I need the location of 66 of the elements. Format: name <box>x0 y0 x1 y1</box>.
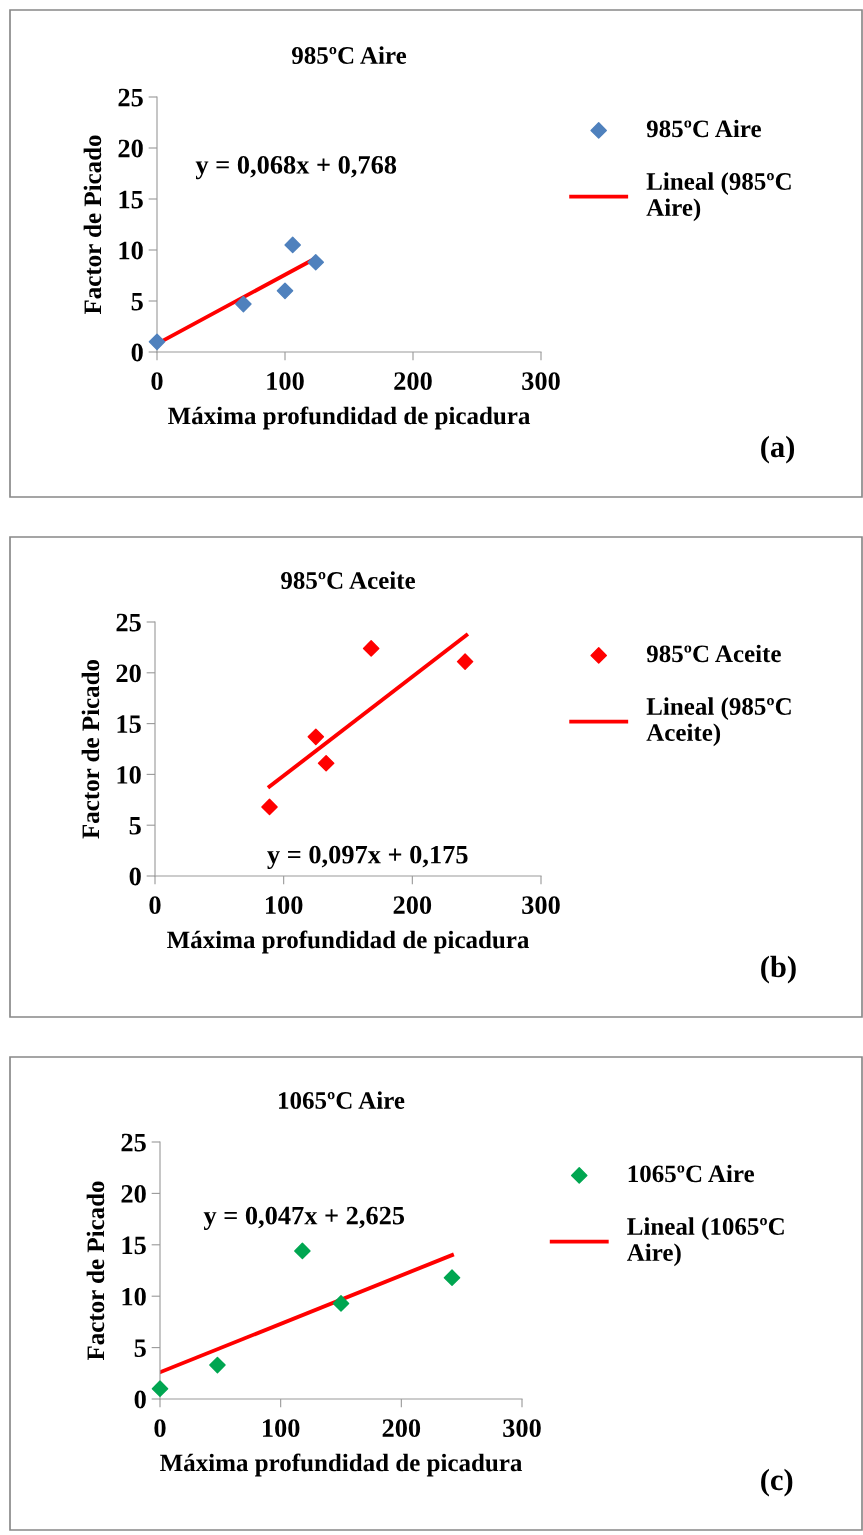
point <box>261 798 278 816</box>
y-tick-label: 20 <box>118 139 143 158</box>
x-tick-label: 200 <box>393 896 432 915</box>
point <box>284 236 301 254</box>
x-tick-label: 200 <box>382 1419 421 1438</box>
annotation: y = 0,047x + 2,625 <box>203 1206 405 1230</box>
point <box>235 295 252 313</box>
y-tick-label: 15 <box>122 1236 146 1255</box>
y-tick-label: 10 <box>119 241 143 260</box>
y-axis-title: Factor de Picado <box>86 1181 105 1361</box>
x-axis-title: Máxima profundidad de picadura <box>160 1453 523 1477</box>
x-tick-label: 100 <box>267 372 304 391</box>
y-tick-label: 5 <box>131 292 143 311</box>
annotation: y = 0,097x + 0,175 <box>267 845 468 869</box>
x-tick-label: 0 <box>149 896 161 915</box>
point <box>209 1356 226 1374</box>
point <box>317 754 335 772</box>
point <box>443 1269 461 1286</box>
x-tick-label: 200 <box>394 372 432 391</box>
legend-label: Lineal (985ºC Aceite) <box>646 697 791 747</box>
y-tick-label: 0 <box>134 1390 146 1409</box>
text: (b) <box>761 955 796 984</box>
y-axis-title: Factor de Picado <box>81 659 100 839</box>
annotation: y = 0,068x + 0,768 <box>195 155 397 180</box>
point <box>332 1295 350 1312</box>
legend-label: 985ºC Aceite <box>646 644 781 663</box>
x-tick-label: 300 <box>503 1419 541 1438</box>
chart-title: 985ºC Aceite <box>281 571 415 589</box>
point <box>307 728 325 746</box>
y-tick-label: 5 <box>134 1339 146 1358</box>
chart-title: 985ºC Aire <box>291 46 407 64</box>
legend-label: Lineal (985ºC Aire) <box>646 172 791 222</box>
y-tick-label: 20 <box>116 664 141 683</box>
y-tick-label: 5 <box>129 817 141 835</box>
x-tick-label: 300 <box>522 896 560 915</box>
legend-label: Lineal (1065ºC Aire) <box>626 1217 784 1267</box>
point <box>148 333 166 351</box>
x-tick-label: 100 <box>265 896 303 915</box>
x-tick-label: 300 <box>522 372 560 391</box>
y-tick-label: 10 <box>122 1287 146 1306</box>
chart-title: 1065ºC Aire <box>279 1091 405 1109</box>
y-tick-label: 25 <box>116 613 141 632</box>
text: (c) <box>761 1468 793 1497</box>
y-tick-label: 10 <box>117 766 141 784</box>
point <box>151 1380 169 1398</box>
x-tick-label: 0 <box>154 1419 166 1438</box>
point <box>456 653 474 670</box>
y-tick-label: 20 <box>121 1185 146 1203</box>
legend-label: 985ºC Aire <box>646 119 761 138</box>
x-tick-label: 100 <box>262 1419 300 1438</box>
point <box>307 253 325 271</box>
point <box>276 282 294 300</box>
y-tick-label: 0 <box>129 867 141 886</box>
y-tick-label: 25 <box>121 1133 146 1152</box>
x-axis-title: Máxima profundidad de picadura <box>167 930 530 954</box>
point <box>294 1242 311 1260</box>
x-axis-title: Máxima profundidad de picadura <box>168 406 531 430</box>
y-tick-label: 0 <box>131 343 143 362</box>
y-axis-title: Factor de Picado <box>83 135 102 315</box>
y-tick-label: 15 <box>117 715 141 734</box>
y-tick-label: 25 <box>118 88 143 107</box>
point <box>362 640 380 657</box>
legend-label: 1065ºC Aire <box>628 1164 755 1183</box>
y-tick-label: 15 <box>119 190 143 209</box>
x-tick-label: 0 <box>151 372 163 391</box>
text: (a) <box>761 435 795 464</box>
